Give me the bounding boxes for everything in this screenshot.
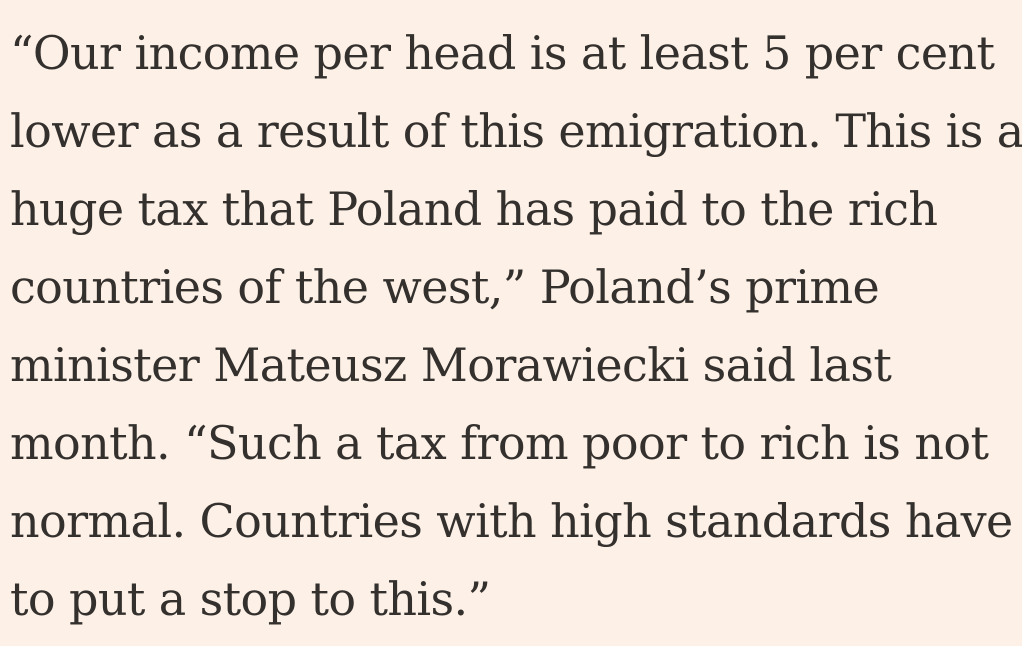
paragraph-line: month. “Such a tax from poor to rich is … xyxy=(10,416,989,470)
paragraph-line: countries of the west,” Poland’s prime xyxy=(10,260,880,314)
article-paragraph: “Our income per head is at least 5 per c… xyxy=(10,14,1022,638)
paragraph-line: normal. Countries with high standards ha… xyxy=(10,494,1013,548)
paragraph-line: minister Mateusz Morawiecki said last xyxy=(10,338,892,392)
paragraph-line: lower as a result of this emigration. Th… xyxy=(10,104,1022,158)
paragraph-line: “Our income per head is at least 5 per c… xyxy=(10,26,995,80)
paragraph-line: huge tax that Poland has paid to the ric… xyxy=(10,182,938,236)
paragraph-line: to put a stop to this.” xyxy=(10,572,491,626)
